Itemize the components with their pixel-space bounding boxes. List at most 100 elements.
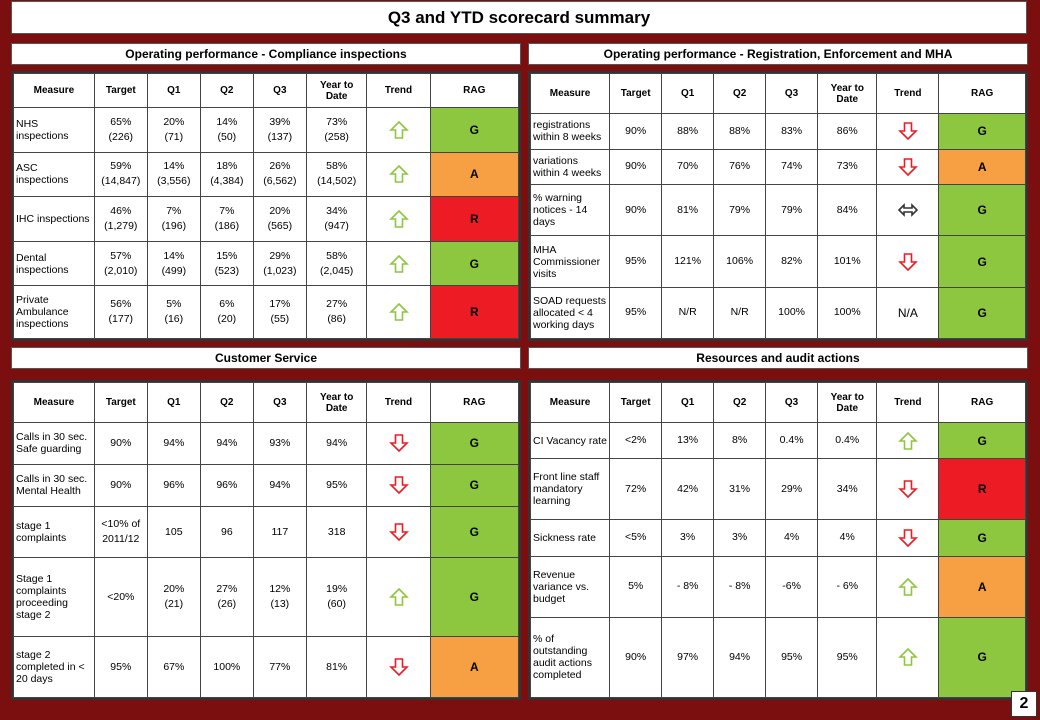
value-text: 5% [628,580,644,593]
table-row: Private Ambulance inspections 56% (177) 5% (… [13,285,520,339]
q2-cell: 7% (186) [199,196,254,242]
column-header: Q2 [199,73,254,108]
count-text: (565) [267,219,293,232]
column-header: Year to Date [305,73,368,108]
column-header: RAG [429,73,520,108]
value-text: 39% [269,115,291,128]
trend-up-arrow-icon [369,164,427,184]
value-text: 84% [836,203,858,216]
count-text: (14,847) [101,175,141,188]
q2-cell: 96% [199,463,254,507]
target-cell: 95% [609,235,663,288]
ytd-cell: 318 [305,505,368,559]
rag-status-cell: R [429,285,520,339]
trend-up-arrow-icon [879,577,936,597]
page-number: 2 [1011,691,1037,717]
value-text: - 8% [728,580,751,593]
table-row: Front line staff mandatory learning 72% 42… [529,458,1026,521]
value-text: 46% [110,204,132,217]
q1-cell: N/R [661,286,715,340]
value-text: 95% [625,255,647,267]
q1-cell: 13% [661,421,715,460]
ytd-cell: 95% [305,463,368,507]
column-header: Target [609,73,663,114]
q2-cell: 31% [713,458,767,521]
value-text: N/R [678,306,697,319]
trend-down-arrow-icon [879,121,936,141]
value-text: 15% [216,249,238,262]
value-text: 0.4% [835,434,860,447]
trend-cell [366,285,431,339]
q3-cell: 77% [252,636,307,698]
registration-enforcement-table: Measure Target Q1 Q2 Q3 Year to Date Trend RAG r… [528,71,1028,341]
trend-down-arrow-icon [879,528,936,548]
column-header: Q1 [661,382,715,423]
q1-cell: 94% [146,422,201,465]
table-row: variations within 4 weeks 90% 70% 76% 74% 73%… [529,148,1026,186]
measure-cell: stage 1 complaints [13,505,95,559]
trend-down-arrow-icon [879,252,936,272]
column-header: RAG [429,382,520,423]
target-cell: <2% [609,421,663,460]
column-header: Target [609,382,663,423]
q2-cell: 100% [199,636,254,698]
count-text: (14,502) [317,175,357,188]
table-row: SOAD requests allocated < 4 working days… [529,286,1026,340]
table-header-row: Measure Target Q1 Q2 Q3 Year to Date Trend RAG [529,73,1026,114]
value-text: 58% [326,160,348,173]
value-text: - 6% [836,580,859,593]
column-header: Trend [876,382,940,423]
ytd-cell: 73% (258) [305,107,368,153]
q3-cell: 17% (55) [252,285,307,339]
q1-cell: 7% (196) [146,196,201,242]
table-row: % warning notices - 14 days 90% 81% 79% 79% 8… [529,184,1026,237]
q1-cell: 121% [661,235,715,288]
count-text: (137) [267,130,293,143]
trend-up-arrow-icon [879,647,936,667]
trend-cell [366,240,431,287]
count-text: (186) [214,219,240,232]
table-row: ASC inspections 59% (14,847) 14% (3,556) 18% (… [13,151,520,198]
column-header: Q1 [661,73,715,114]
value-text: 13% [677,434,699,447]
value-text: 100% [213,660,241,673]
value-text: 79% [781,203,803,216]
rag-status-cell: G [938,421,1026,460]
scorecard-table: Measure Target Q1 Q2 Q3 Year to Date Trend RAG C… [13,382,520,698]
value-text: 95% [836,650,858,663]
value-text: 93% [269,436,291,449]
value-text: 34% [836,482,858,495]
count-text: (523) [214,264,240,277]
q3-cell: 4% [765,519,819,557]
value-text: 94% [163,436,185,449]
trend-cell [366,463,431,507]
trend-cell [876,421,940,460]
q3-cell: 117 [252,505,307,559]
rag-status-cell: G [429,107,520,153]
trend-up-arrow-icon [369,302,427,322]
value-text: 101% [833,255,861,267]
count-text: (499) [161,264,187,277]
measure-cell: MHA Commissioner visits [529,235,611,288]
value-text: 96% [216,478,238,491]
column-header: Q2 [199,382,254,423]
q3-cell: 12% (13) [252,557,307,638]
trend-cell [876,113,940,150]
customer-service-table: Measure Target Q1 Q2 Q3 Year to Date Trend RAG C… [11,380,521,700]
q3-cell: 95% [765,616,819,699]
value-text: 18% [216,160,238,173]
rag-status-cell: G [938,113,1026,150]
q1-cell: 97% [661,616,715,699]
ytd-cell: 73% [817,148,878,186]
column-header: Trend [876,73,940,114]
value-text: <10% of 2011/12 [101,518,141,545]
scorecard-table: Measure Target Q1 Q2 Q3 Year to Date Trend RAG N… [13,73,520,339]
value-text: 90% [625,650,647,663]
count-text: (13) [270,598,290,611]
value-text: 95% [326,478,348,491]
table-header-row: Measure Target Q1 Q2 Q3 Year to Date Trend RAG [529,382,1026,423]
value-text: 8% [732,434,748,447]
column-header: Trend [366,382,431,423]
q3-cell: 74% [765,148,819,186]
trend-cell [876,616,940,699]
